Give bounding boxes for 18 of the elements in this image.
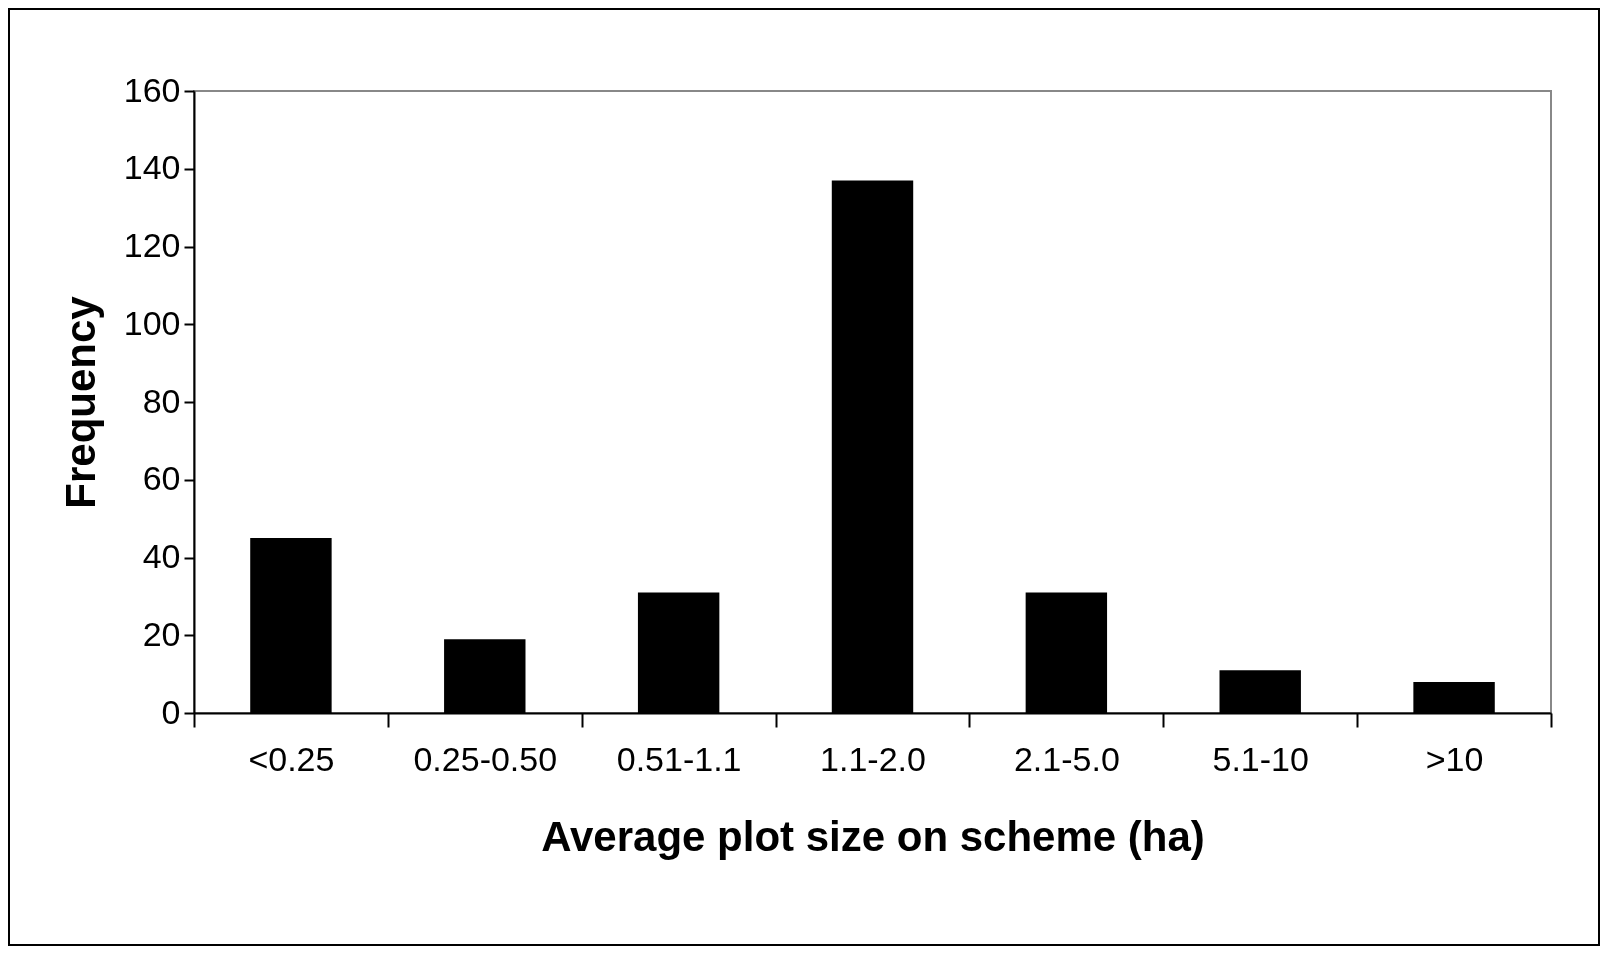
y-axis-title: Frequency bbox=[56, 295, 104, 509]
y-tick-label: 120 bbox=[123, 226, 181, 264]
x-tick-label: 1.1-2.0 bbox=[820, 739, 926, 778]
y-tick-label: 100 bbox=[123, 303, 181, 342]
x-tick-label: 0.51-1.1 bbox=[616, 739, 742, 778]
x-tick-label: 0.25-0.50 bbox=[413, 739, 558, 778]
x-axis-title: Average plot size on scheme (ha) bbox=[541, 812, 1205, 860]
x-tick-label: 5.1-10 bbox=[1212, 739, 1309, 778]
y-tick-label: 0 bbox=[161, 692, 181, 731]
x-tick-label: <0.25 bbox=[248, 739, 335, 778]
y-tick-label: 40 bbox=[142, 537, 181, 575]
y-tick-label: 20 bbox=[142, 614, 181, 653]
x-tick-label: 2.1-5.0 bbox=[1013, 739, 1120, 778]
y-tick-label: 140 bbox=[123, 148, 181, 187]
y-tick-label: 80 bbox=[142, 381, 181, 420]
x-tick-label: >10 bbox=[1425, 739, 1484, 778]
y-tick-label: 60 bbox=[142, 459, 181, 498]
y-tick-label: 160 bbox=[123, 70, 181, 109]
